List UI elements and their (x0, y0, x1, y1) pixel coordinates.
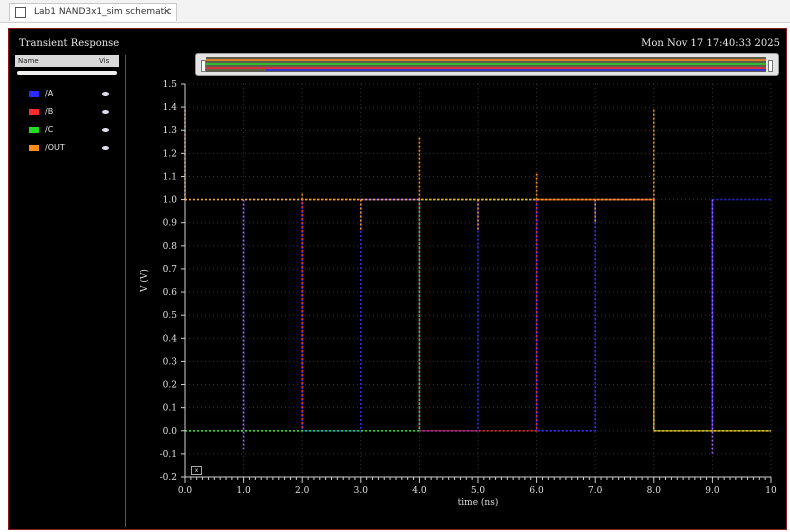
y-tick-label: 0.7 (163, 265, 178, 275)
overview-handle-right[interactable] (768, 60, 773, 72)
timestamp: Mon Nov 17 17:40:33 2025 (641, 38, 780, 49)
tab-bar: Lab1 NAND3x1_sim schematic × (0, 0, 790, 23)
overview-handle-left[interactable] (201, 60, 206, 72)
legend-item-out[interactable]: /OUT (29, 143, 125, 155)
y-tick-label: -0.2 (160, 473, 177, 483)
series-line-a (185, 198, 771, 432)
y-tick-label: 0.1 (163, 404, 177, 414)
x-tick-label: 2.0 (295, 486, 310, 496)
y-tick-label: 1.2 (163, 149, 177, 159)
grid-toggle-icon[interactable]: x (191, 466, 202, 475)
series-line-out (185, 198, 771, 432)
overview-scrollbar[interactable] (195, 53, 779, 76)
y-tick-label: 0.4 (163, 334, 178, 344)
y-axis-label: V (V) (139, 269, 150, 293)
x-tick-label: 10 (765, 486, 777, 496)
legend-header: Name Vis (15, 55, 119, 67)
legend-col-vis: Vis (99, 57, 110, 65)
schematic-icon (15, 7, 26, 18)
axes: -0.2 -0.1 0.0 0.1 0.2 0.3 0.4 0.5 0.6 0.7 0.8 0.9 1.… (139, 80, 777, 508)
x-tick-label: 4.0 (412, 486, 427, 496)
y-tick-label: 1.5 (163, 80, 178, 90)
close-icon[interactable]: × (162, 6, 171, 17)
legend-item-c[interactable]: /C (29, 125, 125, 137)
y-tick-label: 1.0 (163, 196, 178, 206)
legend-swatch (29, 109, 39, 115)
y-tick-label: 0.8 (163, 242, 178, 252)
overview-traces (206, 59, 766, 71)
overview-strip[interactable] (206, 57, 766, 72)
plot-area[interactable]: -0.2 -0.1 0.0 0.1 0.2 0.3 0.4 0.5 0.6 0.7 0.8 0.9 1.… (9, 29, 788, 531)
y-tick-label: 0.5 (163, 311, 178, 321)
legend-label: /B (45, 107, 54, 116)
x-tick-label: 7.0 (588, 486, 603, 496)
y-tick-label: 1.4 (163, 103, 178, 113)
legend-panel: Name Vis /A /B /C /OUT (15, 55, 126, 527)
eye-icon[interactable] (102, 146, 109, 150)
window-title: Transient Response (19, 38, 120, 49)
tab-schematic[interactable]: Lab1 NAND3x1_sim schematic × (9, 3, 177, 21)
tab-title: Lab1 NAND3x1_sim schematic (34, 7, 172, 17)
y-tick-label: 1.1 (163, 172, 177, 182)
y-tick-label: -0.1 (160, 450, 177, 460)
y-tick-label: 1.3 (163, 126, 178, 136)
legend-scrollbar[interactable] (17, 71, 117, 75)
y-tick-label: 0.2 (163, 381, 177, 391)
eye-icon[interactable] (102, 128, 109, 132)
legend-swatch (29, 91, 39, 97)
x-tick-label: 8.0 (647, 486, 662, 496)
legend-col-name: Name (18, 57, 39, 65)
y-tick-label: 0.9 (163, 219, 178, 229)
legend-item-b[interactable]: /B (29, 107, 125, 119)
eye-icon[interactable] (102, 110, 109, 114)
traces (184, 109, 771, 454)
eye-icon[interactable] (102, 92, 109, 96)
y-tick-label: 0.3 (163, 357, 178, 367)
legend-swatch (29, 127, 39, 133)
y-tick-label: 0.6 (163, 288, 178, 298)
x-tick-label: 5.0 (471, 486, 486, 496)
x-tick-label: 9.0 (705, 486, 720, 496)
x-tick-label: 6.0 (529, 486, 544, 496)
legend-item-a[interactable]: /A (29, 89, 125, 101)
y-tick-label: 0.0 (163, 427, 178, 437)
legend-label: /A (45, 89, 54, 98)
waveform-window: Transient Response Mon Nov 17 17:40:33 2… (8, 28, 787, 530)
x-tick-label: 3.0 (354, 486, 369, 496)
x-axis-label: time (ns) (458, 497, 499, 508)
legend-label: /C (45, 125, 54, 134)
legend-label: /OUT (45, 143, 65, 152)
x-tick-label: 1.0 (236, 486, 251, 496)
grid (184, 83, 772, 478)
legend-swatch (29, 145, 39, 151)
x-tick-label: 0.0 (178, 486, 193, 496)
